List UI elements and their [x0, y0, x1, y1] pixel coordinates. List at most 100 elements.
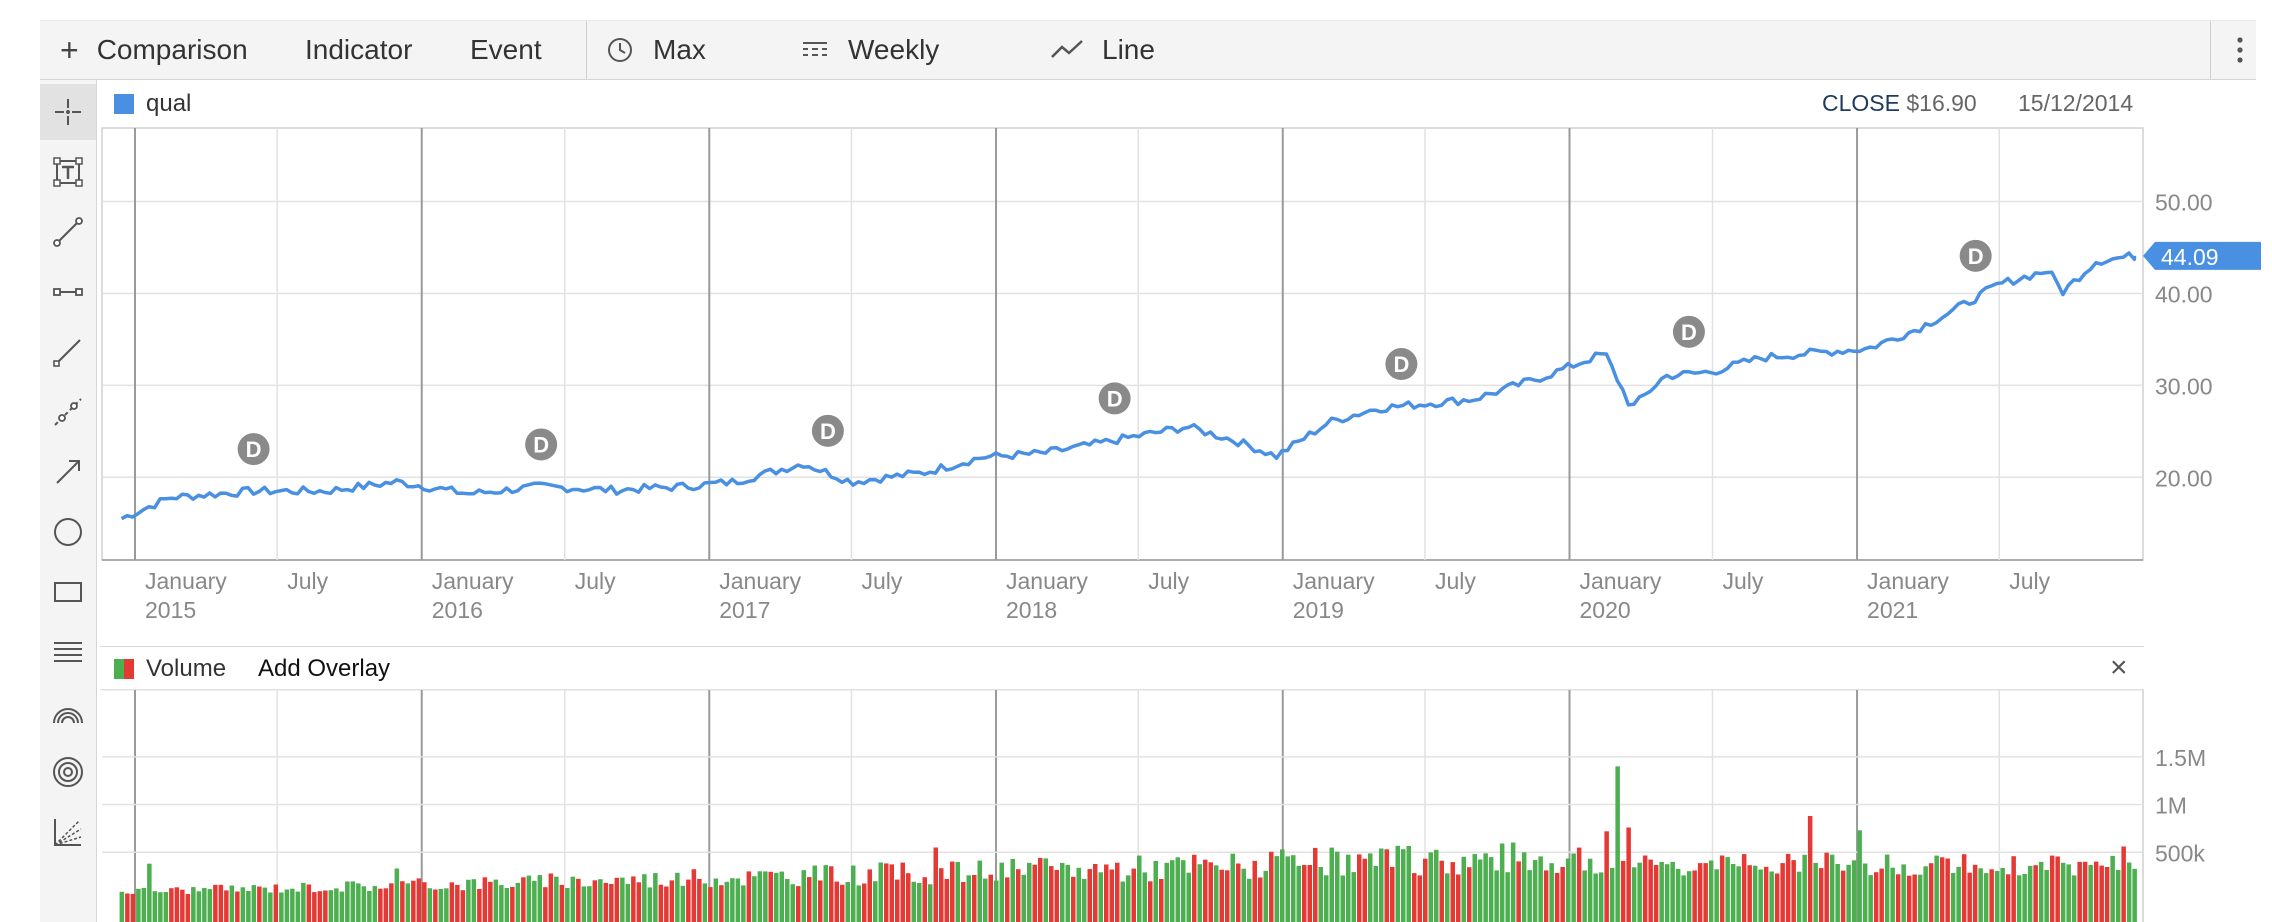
price-plot-frame [101, 127, 2144, 561]
dividend-event-marker[interactable]: D [1672, 315, 1705, 348]
volume-bar [1032, 864, 1037, 922]
dividend-event-marker[interactable]: D [237, 433, 270, 466]
event-label: Event [470, 34, 542, 65]
chart-type-button[interactable]: Line [1050, 21, 1155, 79]
arrow-line-tool[interactable] [40, 444, 96, 500]
volume-bar [708, 887, 713, 922]
add-overlay-button[interactable]: Add Overlay [258, 655, 390, 683]
volume-bar [1714, 869, 1719, 922]
volume-bar [504, 888, 510, 922]
interval-icon [803, 42, 827, 56]
volume-bar [900, 862, 905, 922]
volume-bar [1192, 854, 1197, 922]
range-label: Max [653, 34, 706, 65]
volume-bar [1434, 849, 1439, 922]
more-vertical-icon [2237, 37, 2243, 63]
volume-bar [1763, 866, 1769, 922]
line-segment-tool[interactable] [40, 204, 96, 260]
volume-bar [752, 876, 757, 922]
volume-bar [1747, 865, 1752, 922]
fibonacci-fan-tool[interactable] [40, 804, 96, 860]
rectangle-tool[interactable] [40, 564, 96, 620]
dividend-event-marker[interactable]: D [1385, 348, 1418, 381]
series-legend[interactable]: qual [114, 90, 191, 118]
volume-bar [1956, 866, 1961, 922]
circle-tool[interactable] [40, 504, 96, 560]
volume-bar [356, 883, 361, 922]
series-swatch [114, 94, 134, 114]
crosshair-tool[interactable] [40, 84, 96, 140]
volume-bar [2000, 868, 2005, 922]
volume-bar [1785, 853, 1791, 922]
x-tick-year: 2015 [145, 597, 196, 623]
volume-bar [1620, 860, 1626, 922]
volume-bar [471, 879, 477, 922]
close-volume-panel-button[interactable]: × [2110, 651, 2128, 685]
volume-bar [2126, 862, 2132, 922]
fibonacci-retracement-tool[interactable] [40, 624, 96, 680]
volume-bar [1609, 867, 1615, 922]
volume-bar [1532, 860, 1538, 922]
volume-bar [438, 888, 444, 922]
volume-bar [1648, 859, 1653, 922]
volume-bar [2060, 862, 2066, 922]
dividend-event-marker[interactable]: D [1098, 382, 1131, 415]
volume-bar [1159, 879, 1164, 922]
volume-bar [812, 865, 817, 922]
comparison-button[interactable]: + Comparison [60, 21, 248, 79]
volume-bar [455, 884, 460, 922]
volume-bar [1879, 868, 1884, 922]
volume-bar [1499, 843, 1505, 922]
event-marker-label: D [820, 419, 836, 444]
volume-bar [273, 884, 279, 922]
crosshair-date: 15/12/2014 [2018, 90, 2134, 116]
volume-bar [911, 881, 916, 922]
range-button[interactable]: Max [605, 21, 706, 79]
fibonacci-arc-tool[interactable] [40, 684, 96, 740]
dividend-event-marker[interactable]: D [1959, 239, 1992, 272]
volume-bar [1741, 854, 1747, 922]
volume-bar [994, 880, 999, 922]
y-axis: 20.00 30.00 40.00 50.00 [2155, 190, 2213, 492]
event-marker-circle [1959, 239, 1992, 272]
interval-button[interactable]: Weekly [800, 21, 939, 79]
volume-bar [614, 877, 620, 922]
plus-icon: + [60, 31, 79, 68]
fibonacci-circle-tool[interactable] [40, 744, 96, 800]
dividend-event-marker[interactable]: D [525, 428, 558, 461]
volume-bar [906, 873, 911, 922]
dividend-event-marker[interactable]: D [811, 414, 844, 447]
volume-bar [2088, 865, 2093, 922]
volume-bar [2044, 870, 2049, 922]
volume-bar [1225, 870, 1230, 922]
trend-line-tool[interactable] [40, 324, 96, 380]
volume-bar [1862, 863, 1868, 922]
volume-bar [152, 891, 158, 922]
volume-bar [207, 889, 213, 922]
volume-bar [1615, 766, 1620, 922]
volume-bar [609, 884, 614, 922]
line-segment-icon [53, 217, 83, 247]
event-marker-label: D [1681, 320, 1697, 345]
volume-bar [1329, 847, 1334, 922]
volume-bar [499, 885, 504, 922]
volume-bar [867, 869, 872, 922]
volume-bar [829, 866, 834, 922]
event-markers[interactable]: D D D D D D D [237, 239, 1992, 466]
volume-legend[interactable]: Volume [114, 655, 226, 683]
volume-bar [163, 892, 169, 922]
extended-line-tool[interactable] [40, 384, 96, 440]
volume-bar [174, 887, 180, 922]
volume-bar [1692, 870, 1697, 922]
volume-bar [713, 878, 719, 922]
event-marker-label: D [1968, 244, 1984, 269]
horizontal-line-tool[interactable] [40, 264, 96, 320]
volume-bar [449, 882, 455, 922]
text-tool[interactable] [40, 144, 96, 200]
volume-bar [1560, 867, 1565, 922]
event-button[interactable]: Event [470, 21, 542, 79]
indicator-button[interactable]: Indicator [305, 21, 412, 79]
volume-bar [345, 881, 350, 922]
more-options-button[interactable] [2225, 21, 2255, 79]
